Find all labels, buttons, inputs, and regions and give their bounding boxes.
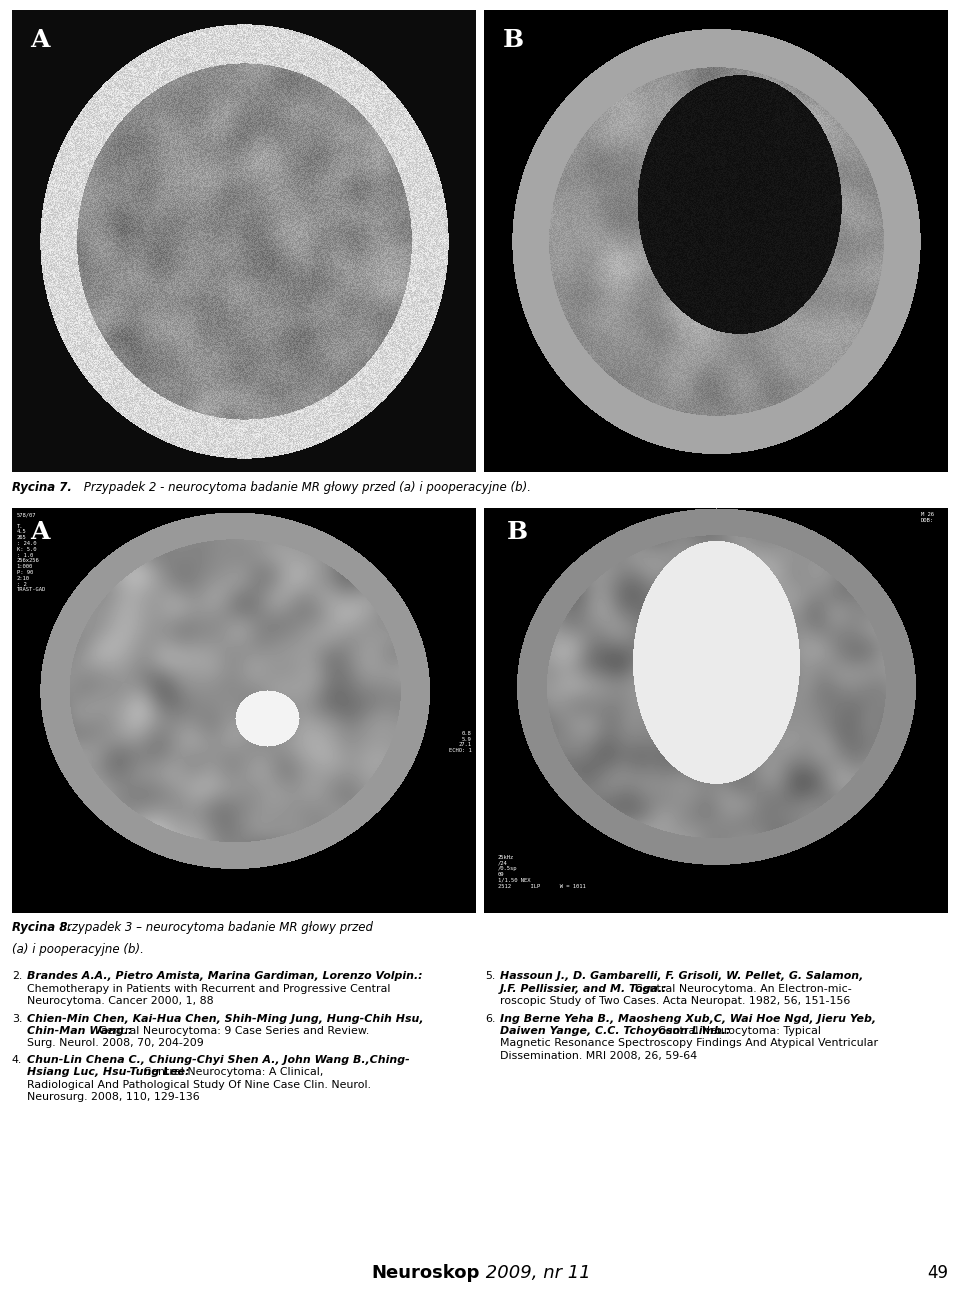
Text: Rycina 7.: Rycina 7.: [12, 481, 72, 494]
Text: Radiological And Pathological Study Of Nine Case Clin. Neurol.: Radiological And Pathological Study Of N…: [27, 1080, 371, 1089]
Text: Magnetic Resonance Spectroscopy Findings And Atypical Ventricular: Magnetic Resonance Spectroscopy Findings…: [500, 1039, 878, 1049]
Text: Surg. Neurol. 2008, 70, 204-209: Surg. Neurol. 2008, 70, 204-209: [27, 1039, 204, 1049]
Text: Ing Berne Yeha B., Maosheng Xub,C, Wai Hoe Ngd, Jieru Yeb,: Ing Berne Yeha B., Maosheng Xub,C, Wai H…: [500, 1014, 876, 1023]
Text: Hassoun J., D. Gambarelli, F. Grisoli, W. Pellet, G. Salamon,: Hassoun J., D. Gambarelli, F. Grisoli, W…: [500, 971, 863, 982]
Text: Chin-Man Wang.:: Chin-Man Wang.:: [27, 1026, 132, 1036]
Text: Brandes A.A., Pietro Amista, Marina Gardiman, Lorenzo Volpin.:: Brandes A.A., Pietro Amista, Marina Gard…: [27, 971, 422, 982]
Text: Neurocytoma. Cancer 2000, 1, 88: Neurocytoma. Cancer 2000, 1, 88: [27, 996, 214, 1006]
Text: 5.: 5.: [485, 971, 495, 982]
Text: 25kHz
/24
/0.5sp
09
1/1.50 NEX
2512      ILP      W = 1011: 25kHz /24 /0.5sp 09 1/1.50 NEX 2512 ILP …: [498, 854, 586, 889]
Text: Przypadek 3 – neurocytoma badanie MR głowy przed: Przypadek 3 – neurocytoma badanie MR gło…: [56, 920, 372, 933]
Text: roscopic Study of Two Cases. Acta Neuropat. 1982, 56, 151-156: roscopic Study of Two Cases. Acta Neurop…: [500, 996, 851, 1006]
Text: 2009, nr 11: 2009, nr 11: [480, 1264, 590, 1282]
Text: B: B: [503, 29, 524, 52]
Text: Neuroskop: Neuroskop: [372, 1264, 480, 1282]
Text: Central Neurocytoma: A Clinical,: Central Neurocytoma: A Clinical,: [139, 1067, 323, 1078]
Text: Central Neurocytoma: 9 Case Series and Review.: Central Neurocytoma: 9 Case Series and R…: [99, 1026, 370, 1036]
Text: Central Neurocytoma: Typical: Central Neurocytoma: Typical: [658, 1026, 821, 1036]
Text: Chun-Lin Chena C., Chiung-Chyi Shen A., John Wang B.,Ching-: Chun-Lin Chena C., Chiung-Chyi Shen A., …: [27, 1054, 410, 1065]
Text: 578/07

T.
4.5
265
: 24.0
K: 5.0
: 1.0
256x256
1:000
P: 90
2:10
: 2
TRAST-GAD: 578/07 T. 4.5 265 : 24.0 K: 5.0 : 1.0 25…: [16, 512, 46, 593]
Text: Neurosurg. 2008, 110, 129-136: Neurosurg. 2008, 110, 129-136: [27, 1092, 200, 1102]
Text: Przypadek 2 - neurocytoma badanie MR głowy przed (a) i pooperacyjne (b).: Przypadek 2 - neurocytoma badanie MR gło…: [81, 481, 531, 494]
Text: M 26
DOB:: M 26 DOB:: [921, 512, 934, 523]
Text: 4.: 4.: [12, 1054, 22, 1065]
Text: Chemotherapy in Patients with Recurrent and Progressive Central: Chemotherapy in Patients with Recurrent …: [27, 984, 391, 993]
Text: 2.: 2.: [12, 971, 22, 982]
Text: Rycina 8.: Rycina 8.: [12, 920, 72, 933]
Text: B: B: [507, 520, 528, 545]
Text: A: A: [31, 520, 50, 545]
Text: Central Neurocytoma. An Electron-mic-: Central Neurocytoma. An Electron-mic-: [635, 984, 852, 993]
Text: A: A: [31, 29, 50, 52]
Text: Chien-Min Chen, Kai-Hua Chen, Shih-Ming Jung, Hung-Chih Hsu,: Chien-Min Chen, Kai-Hua Chen, Shih-Ming …: [27, 1014, 423, 1023]
Text: (a) i pooperacyjne (b).: (a) i pooperacyjne (b).: [12, 942, 144, 956]
Text: Daiwen Yange, C.C. Tchoyoson Limb.:: Daiwen Yange, C.C. Tchoyoson Limb.:: [500, 1026, 731, 1036]
Text: Dissemination. MRI 2008, 26, 59-64: Dissemination. MRI 2008, 26, 59-64: [500, 1050, 697, 1061]
Text: J.F. Pellissier, and M. Toga.:: J.F. Pellissier, and M. Toga.:: [500, 984, 667, 993]
Text: 0.8
5.9
27.1
ECHO: 1: 0.8 5.9 27.1 ECHO: 1: [448, 731, 471, 753]
Text: 6.: 6.: [485, 1014, 495, 1023]
Text: 3.: 3.: [12, 1014, 22, 1023]
Text: 49: 49: [927, 1264, 948, 1282]
Text: Hsiang Luc, Hsu-Tung Lee:: Hsiang Luc, Hsu-Tung Lee:: [27, 1067, 189, 1078]
